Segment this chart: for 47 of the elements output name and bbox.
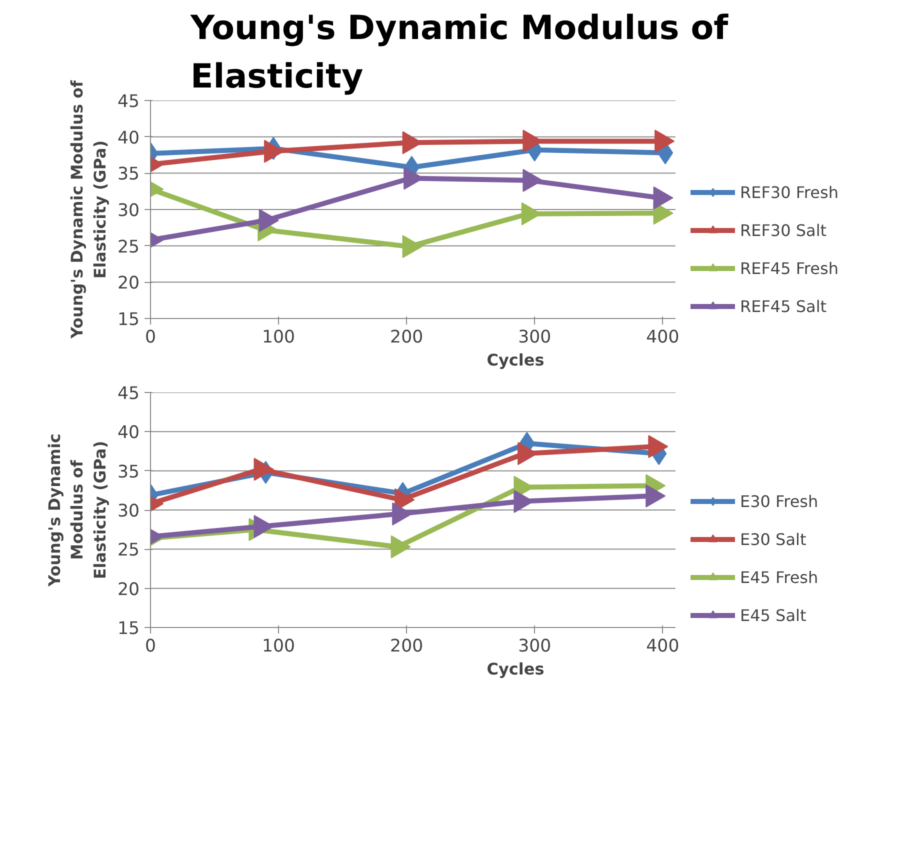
point bbox=[390, 535, 411, 558]
y-tick-label: 35 bbox=[117, 164, 140, 185]
y-tick-label: 15 bbox=[117, 310, 140, 330]
y-tick-label: 30 bbox=[117, 502, 140, 522]
legend-label: REF45 Fresh bbox=[740, 258, 838, 278]
y-tick-label: 15 bbox=[117, 619, 140, 639]
legend-label: E45 Salt bbox=[740, 606, 806, 624]
legend-label: E30 Salt bbox=[740, 530, 806, 548]
chart-title: Young's Dynamic Modulus of Elasticity bbox=[190, 8, 729, 96]
x-tick-label: 300 bbox=[518, 328, 552, 348]
x-tick-label: 100 bbox=[262, 328, 296, 348]
point bbox=[254, 458, 274, 481]
legend-label: REF30 Fresh bbox=[740, 182, 838, 202]
y-tick-label: 40 bbox=[117, 423, 140, 444]
point bbox=[258, 208, 279, 232]
legend-label: E45 Fresh bbox=[740, 568, 818, 586]
x-tick-label: 400 bbox=[646, 636, 680, 656]
x-tick-label: 300 bbox=[518, 636, 552, 656]
x-axis-title: Cycles bbox=[486, 660, 544, 678]
point bbox=[402, 235, 422, 258]
y-tick-label: 45 bbox=[117, 384, 140, 404]
y-axis-title: Young's Dynamic Modulus of Elasticity (GPa) bbox=[68, 79, 110, 340]
x-tick-label: 0 bbox=[144, 636, 156, 656]
y-tick-label: 20 bbox=[117, 580, 140, 600]
y-tick-label: 30 bbox=[117, 201, 140, 221]
x-tick-label: 200 bbox=[390, 636, 424, 656]
x-axis-title: Cycles bbox=[486, 350, 544, 370]
point bbox=[522, 168, 543, 192]
legend-label: REF45 Salt bbox=[740, 296, 827, 316]
y-tick-label: 40 bbox=[117, 128, 140, 148]
point bbox=[648, 435, 668, 458]
y-tick-label: 45 bbox=[117, 92, 140, 112]
y-tick-label: 25 bbox=[117, 540, 140, 561]
point bbox=[392, 502, 412, 526]
x-tick-label: 200 bbox=[390, 328, 424, 348]
x-tick-label: 400 bbox=[646, 328, 680, 348]
x-tick-label: 100 bbox=[262, 636, 296, 656]
point bbox=[653, 186, 674, 210]
y-tick-label: 20 bbox=[117, 274, 140, 294]
legend-label: REF30 Salt bbox=[740, 220, 827, 240]
point bbox=[654, 130, 675, 153]
y-tick-label: 35 bbox=[117, 462, 140, 482]
y-axis-title: Young's Dynamic Modulus of Elasticity (GPa) bbox=[44, 434, 110, 588]
y-tick-label: 25 bbox=[117, 237, 140, 258]
legend-label: E30 Fresh bbox=[740, 492, 818, 510]
point bbox=[646, 484, 666, 508]
x-tick-label: 0 bbox=[144, 328, 156, 348]
